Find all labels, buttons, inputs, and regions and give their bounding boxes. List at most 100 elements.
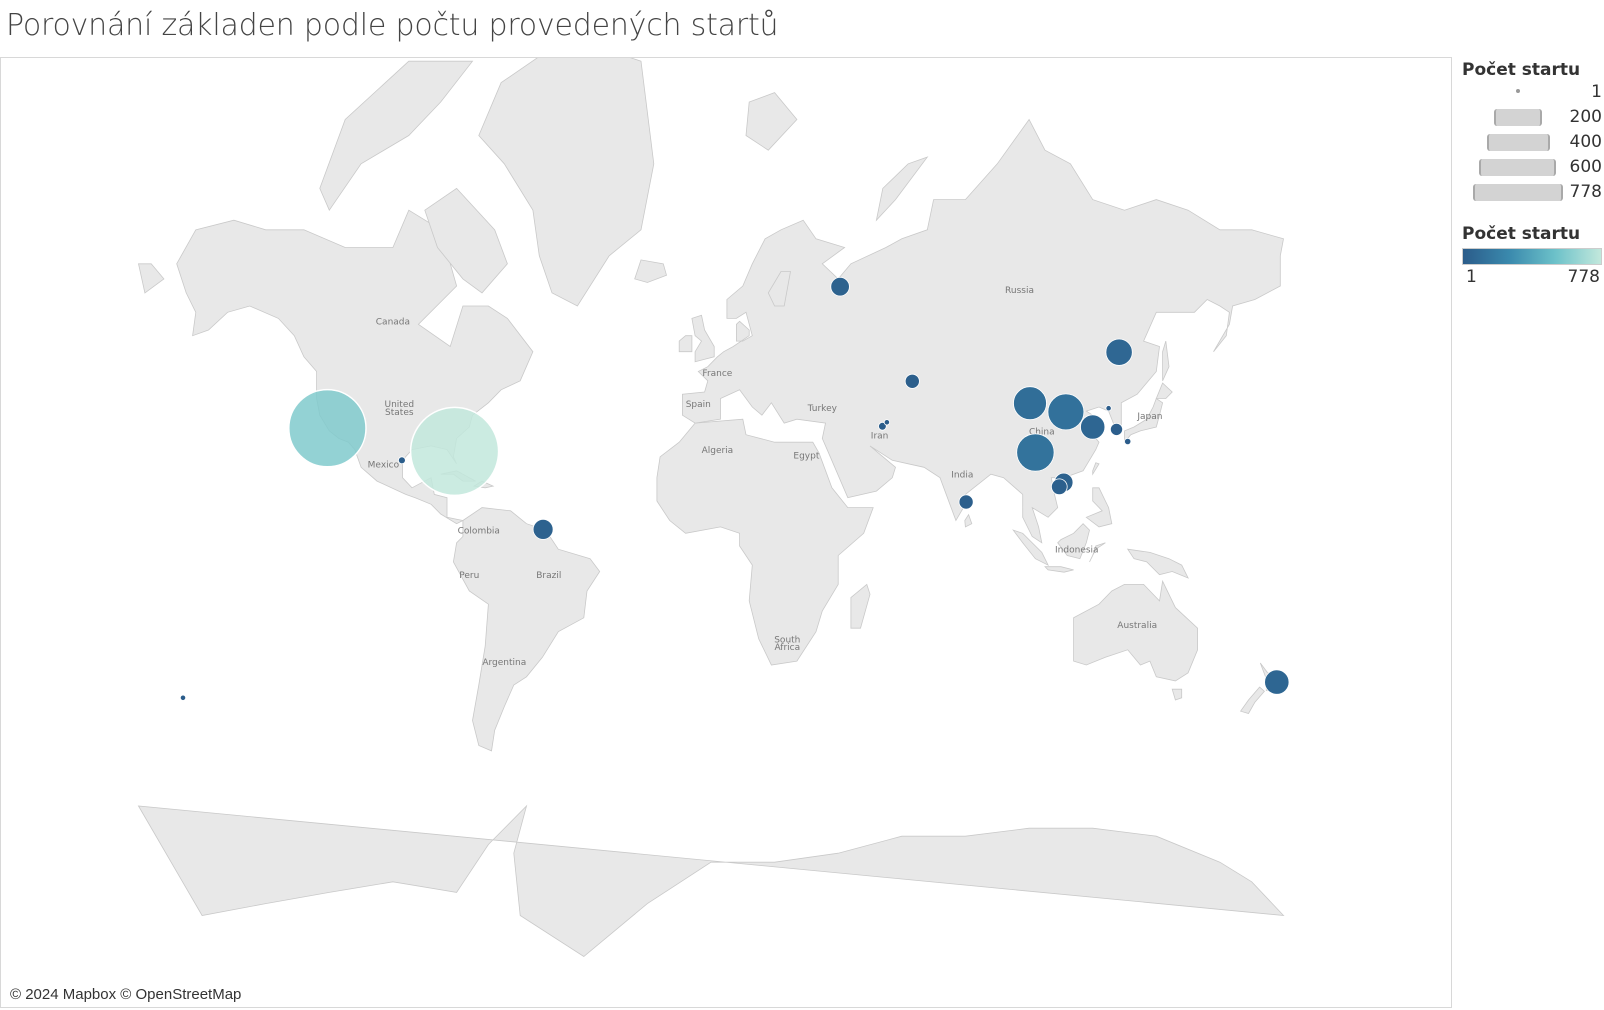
land-taiwan [1092, 462, 1100, 476]
land-java [1044, 566, 1074, 573]
launch-site-bubble[interactable] [1264, 669, 1290, 695]
country-label: France [702, 369, 732, 379]
launch-site-bubble[interactable] [1016, 433, 1055, 472]
launch-site-bubble[interactable] [1047, 393, 1085, 431]
country-label: Canada [376, 317, 410, 327]
launch-site-bubble[interactable] [1051, 478, 1068, 496]
size-legend-title: Počet startu [1462, 60, 1581, 80]
size-legend-row: 1 [1462, 80, 1602, 105]
land-eurasia [682, 118, 1284, 544]
land-australia [1073, 579, 1198, 682]
country-label: Australia [1117, 621, 1157, 631]
land-japan [1124, 397, 1164, 444]
land-antarctica [137, 804, 1285, 957]
country-label: Russia [1005, 286, 1034, 296]
land-sri-lanka [964, 513, 973, 528]
launch-site-bubble[interactable] [532, 518, 554, 540]
size-legend-value: 778 [1569, 182, 1602, 202]
size-legend-value: 400 [1569, 132, 1602, 152]
launch-site-bubble[interactable] [1013, 386, 1047, 421]
land-greenland [478, 58, 655, 307]
country-label: Argentina [482, 658, 526, 668]
country-label: Colombia [458, 526, 500, 536]
land-sakhalin [1162, 340, 1170, 381]
country-label: Africa [774, 643, 800, 653]
country-label: Peru [459, 571, 479, 581]
size-legend-value: 1 [1591, 82, 1602, 102]
launch-site-bubble[interactable] [288, 388, 367, 468]
land-iceland [634, 259, 667, 283]
land-borneo [1057, 523, 1090, 560]
country-label: Indonesia [1055, 545, 1099, 555]
country-label: Japan [1136, 412, 1162, 422]
launch-site-bubble[interactable] [397, 456, 406, 465]
launch-site-bubble[interactable] [1124, 437, 1132, 446]
size-legend-row: 200 [1462, 105, 1602, 130]
land-south-america [452, 507, 601, 752]
size-legend-mark [1473, 184, 1563, 201]
country-label: States [385, 408, 414, 418]
color-legend-labels: 1 778 [1462, 265, 1602, 287]
country-label: Spain [686, 400, 711, 410]
land-layer [137, 58, 1285, 957]
bubble-layer[interactable] [179, 276, 1290, 701]
launch-site-bubble[interactable] [878, 421, 887, 431]
land-ireland [678, 335, 693, 353]
country-label: Mexico [368, 460, 400, 470]
color-gradient-bar [1462, 248, 1602, 265]
land-new-guinea [1126, 548, 1189, 579]
land-svalbard [745, 92, 798, 151]
launch-site-bubble[interactable] [1105, 338, 1133, 366]
land-tasmania [1171, 688, 1183, 701]
country-label: United [385, 400, 415, 410]
launch-site-bubble[interactable] [1105, 405, 1112, 412]
launch-site-bubble[interactable] [1110, 422, 1124, 436]
color-legend-max: 778 [1567, 267, 1600, 287]
land-philippines [1085, 487, 1113, 528]
launch-site-bubble[interactable] [883, 419, 891, 426]
size-legend-value: 600 [1569, 157, 1602, 177]
map-attribution[interactable]: © 2024 Mapbox © OpenStreetMap [8, 986, 244, 1003]
color-legend-title: Počet startu [1462, 224, 1581, 244]
land-hokkaido [1155, 382, 1173, 399]
land-alaska-tip [138, 263, 165, 294]
land-sulawesi [1089, 542, 1106, 563]
country-label: China [1029, 428, 1055, 438]
launch-site-bubble[interactable] [179, 694, 187, 701]
size-legend: 1 200 400 600 778 [1462, 80, 1602, 205]
launch-site-bubble[interactable] [830, 276, 850, 297]
size-legend-mark [1494, 109, 1542, 126]
land-madagascar [850, 583, 871, 629]
land-africa [656, 418, 874, 666]
color-legend-min: 1 [1466, 267, 1477, 287]
land-arctic-islands [319, 60, 474, 212]
size-legend-mark [1487, 134, 1550, 151]
land-britain [691, 314, 715, 363]
legend-panel: Počet startu 1 200 400 600 778 Počet startu … [1462, 60, 1602, 287]
land-baffin [424, 187, 508, 294]
land-scandinavia-gulf [767, 271, 791, 307]
size-legend-mark [1479, 159, 1556, 176]
country-label: Iran [871, 432, 889, 442]
size-legend-mark [1516, 89, 1520, 93]
country-label: South [774, 635, 800, 645]
size-legend-row: 400 [1462, 130, 1602, 155]
land-novaya-zemlya [875, 156, 929, 222]
map-view[interactable]: Canada United States Mexico Colombia Brazil Pe… [0, 57, 1452, 1008]
size-legend-row: 600 [1462, 155, 1602, 180]
size-legend-value: 200 [1569, 107, 1602, 127]
launch-site-bubble[interactable] [958, 494, 974, 510]
page-title: Porovnání základen podle počtu provedený… [6, 8, 779, 43]
land-sumatra [1012, 529, 1049, 566]
country-label: Algeria [702, 446, 734, 456]
country-label: Turkey [807, 404, 838, 414]
land-nz-south [1239, 686, 1265, 714]
launch-site-bubble[interactable] [1080, 414, 1106, 440]
size-legend-row: 778 [1462, 180, 1602, 205]
country-label: India [951, 471, 973, 481]
country-label: Brazil [536, 571, 561, 581]
launch-site-bubble[interactable] [904, 373, 920, 389]
launch-site-bubble[interactable] [409, 406, 500, 497]
